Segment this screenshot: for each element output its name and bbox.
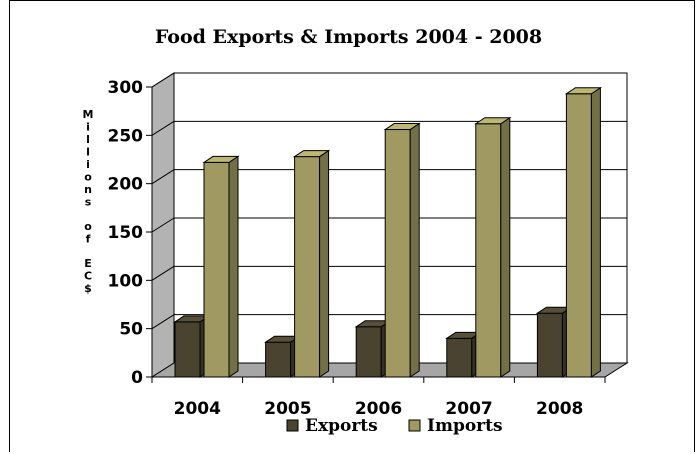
y-tick-label: 150: [108, 223, 144, 243]
x-tick-label: 2004: [174, 399, 221, 419]
y-tick-label: 250: [108, 126, 144, 146]
bar-front: [355, 326, 382, 378]
y-label-char: M: [83, 108, 94, 121]
y-label-char: o: [84, 171, 92, 184]
bar-front: [446, 337, 473, 378]
bar-top: [383, 123, 421, 131]
legend-label-exports: Exports: [305, 416, 378, 436]
bar-front: [174, 321, 201, 378]
bar-top: [292, 150, 331, 158]
y-tick-label: 300: [108, 78, 144, 98]
bar-front: [565, 93, 592, 378]
chart-title: Food Exports & Imports 2004 - 2008: [154, 26, 543, 48]
y-label-char: l: [86, 146, 90, 159]
y-label-char: i: [86, 121, 90, 134]
bar-front: [536, 312, 563, 378]
y-label-char: f: [86, 233, 91, 246]
x-tick-label: 2005: [264, 399, 311, 419]
legend-swatch-imports: [408, 419, 421, 432]
bar-imports-2007: [474, 116, 512, 378]
legend: Exports Imports: [286, 416, 503, 436]
x-tick-label: 2007: [445, 399, 492, 419]
y-tick-label: 0: [131, 368, 143, 388]
y-label-char: l: [86, 133, 90, 146]
y-axis-ticks: 0 50 100 150 200 250 300: [108, 78, 153, 388]
bar-side: [590, 86, 601, 378]
bar-side: [228, 155, 239, 378]
y-label-char: E: [84, 257, 92, 270]
gridline-side: [151, 314, 175, 330]
bar-imports-2008: [564, 86, 603, 378]
y-label-char: $: [84, 282, 92, 295]
bar-side: [409, 122, 420, 378]
y-label-char: o: [84, 220, 92, 233]
gridline-side: [151, 169, 175, 185]
bar-top: [474, 117, 512, 125]
gridline-side: [151, 72, 175, 88]
gridline-side: [151, 265, 175, 281]
x-tick-label: 2008: [536, 399, 583, 419]
bar-imports-2004: [202, 155, 240, 378]
bar-top: [564, 87, 603, 95]
y-label-char: s: [85, 196, 92, 209]
bar-front: [203, 161, 230, 378]
y-label-char: i: [86, 158, 90, 171]
legend-swatch-exports: [286, 419, 299, 432]
y-tick-label: 50: [119, 320, 143, 340]
legend-label-imports: Imports: [427, 416, 503, 436]
bar-front: [384, 129, 411, 378]
y-label-char: n: [84, 183, 92, 196]
gridline-side: [151, 120, 175, 136]
bar-imports-2006: [383, 122, 421, 378]
y-tick-label: 200: [108, 175, 144, 195]
y-tick-label: 100: [108, 271, 144, 291]
bar-side: [500, 116, 511, 378]
bar-imports-2005: [292, 149, 331, 378]
x-axis-ticks: 2004 2005 2006 2007 2008: [151, 377, 606, 419]
bar-front: [294, 156, 321, 378]
bar-top: [202, 155, 240, 163]
x-tick-label: 2006: [355, 399, 402, 419]
bar-side: [319, 149, 330, 378]
bar-front: [265, 341, 292, 378]
gridline-side: [151, 217, 175, 233]
y-label-char: C: [84, 270, 92, 283]
bar-front: [475, 123, 502, 378]
bars: [173, 86, 603, 378]
